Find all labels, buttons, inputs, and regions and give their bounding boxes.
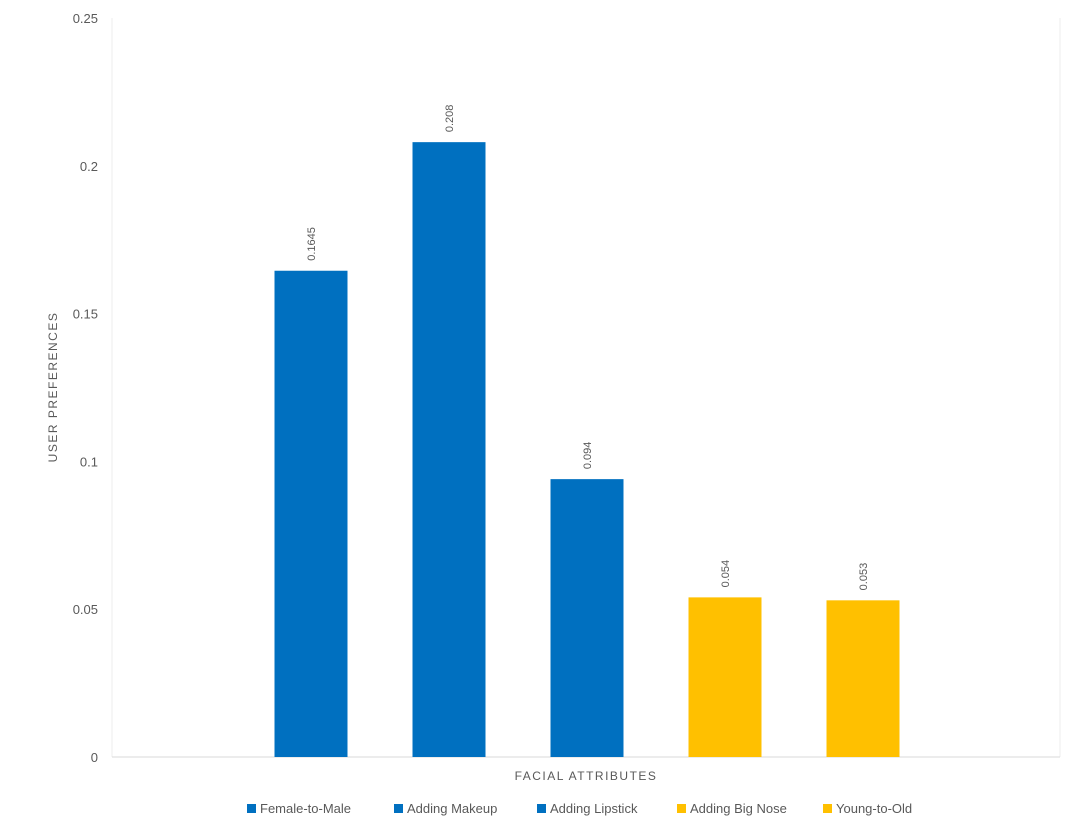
- legend-swatch: [247, 804, 256, 813]
- bar-female-to-male: [274, 270, 348, 757]
- data-label: 0.1645: [306, 227, 318, 261]
- data-labels: 0.1645 0.208 0.094 0.054 0.053: [306, 105, 870, 591]
- bar-young-to-old: [826, 600, 900, 757]
- y-tick-label: 0.25: [73, 11, 98, 26]
- data-label: 0.208: [444, 105, 456, 133]
- legend-swatch: [537, 804, 546, 813]
- legend-swatch: [677, 804, 686, 813]
- y-tick-label: 0.15: [73, 307, 98, 322]
- bar-adding-makeup: [412, 142, 486, 758]
- y-tick-label: 0.2: [80, 159, 98, 174]
- x-axis-title: FACIAL ATTRIBUTES: [515, 769, 658, 783]
- data-label: 0.054: [720, 560, 732, 588]
- legend-label: Young-to-Old: [836, 801, 912, 816]
- bar-adding-lipstick: [550, 479, 624, 757]
- legend-label: Adding Makeup: [407, 801, 497, 816]
- legend-label: Female-to-Male: [260, 801, 351, 816]
- y-tick-label: 0: [91, 750, 98, 765]
- data-label: 0.053: [858, 563, 870, 591]
- bars: [274, 142, 900, 758]
- y-axis-ticks: 0 0.05 0.1 0.15 0.2 0.25: [73, 11, 98, 765]
- legend-swatch: [394, 804, 403, 813]
- y-tick-label: 0.05: [73, 602, 98, 617]
- y-tick-label: 0.1: [80, 454, 98, 469]
- bar-adding-big-nose: [688, 597, 762, 757]
- y-axis-title: USER PREFERENCES: [46, 312, 60, 463]
- data-label: 0.094: [582, 442, 594, 470]
- legend-label: Adding Lipstick: [550, 801, 638, 816]
- legend-label: Adding Big Nose: [690, 801, 787, 816]
- legend: Female-to-Male Adding Makeup Adding Lipsti…: [247, 801, 912, 816]
- legend-swatch: [823, 804, 832, 813]
